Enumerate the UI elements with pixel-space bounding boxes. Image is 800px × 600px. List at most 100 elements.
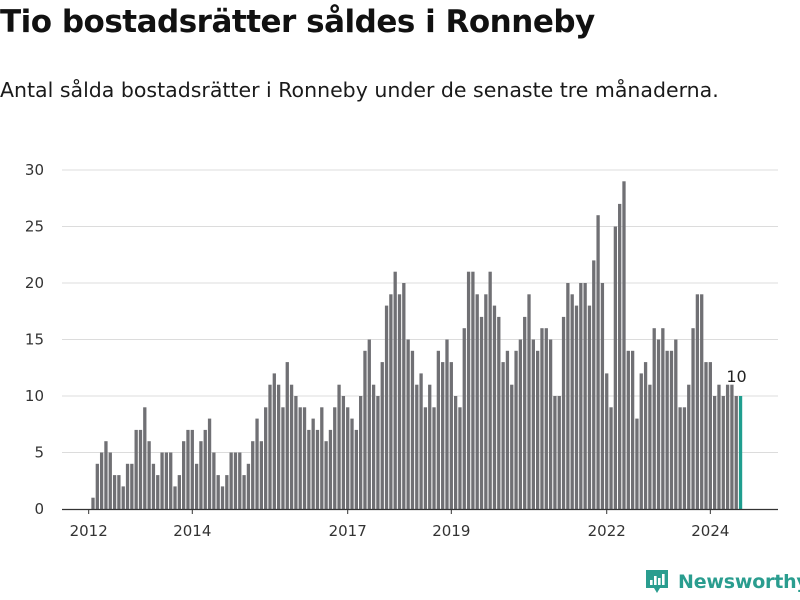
bar xyxy=(384,305,389,509)
newsworthy-logo[interactable]: Newsworthy xyxy=(644,568,800,596)
bar xyxy=(410,350,415,509)
bar xyxy=(112,475,117,509)
bar xyxy=(510,384,514,509)
bar xyxy=(333,407,337,509)
bar xyxy=(462,328,466,509)
bar xyxy=(505,350,510,509)
bar xyxy=(320,407,324,509)
bar xyxy=(177,475,181,509)
bar xyxy=(337,384,341,509)
bar xyxy=(630,350,635,509)
bar xyxy=(190,429,194,509)
bar xyxy=(717,384,721,509)
bar xyxy=(315,429,320,509)
bar xyxy=(687,384,691,509)
bar xyxy=(186,429,190,509)
bar xyxy=(130,463,134,509)
bar xyxy=(207,418,212,509)
bar xyxy=(583,283,587,509)
bar xyxy=(592,260,596,509)
bar xyxy=(665,350,669,509)
bar-chart-logo-icon xyxy=(646,570,668,593)
bar xyxy=(557,396,561,509)
bar xyxy=(721,396,725,509)
x-tick-label: 2022 xyxy=(588,522,626,540)
bar xyxy=(203,429,207,509)
bar xyxy=(194,463,199,509)
bar xyxy=(484,294,488,509)
bar xyxy=(199,441,203,509)
bar xyxy=(389,294,393,509)
bar xyxy=(471,271,475,509)
bar xyxy=(501,362,505,509)
x-tick-label: 2017 xyxy=(329,522,367,540)
bar xyxy=(380,362,384,509)
bar xyxy=(691,328,695,509)
bar xyxy=(544,328,548,509)
bar xyxy=(492,305,497,509)
bar xyxy=(523,316,527,509)
bar xyxy=(518,339,523,509)
y-tick-label: 20 xyxy=(25,274,44,292)
bar xyxy=(415,384,419,509)
bar xyxy=(488,271,492,509)
y-tick-label: 30 xyxy=(25,161,44,179)
bar xyxy=(281,407,285,509)
chart-title: Tio bostadsrätter såldes i Ronneby xyxy=(0,4,595,40)
bar xyxy=(225,475,229,509)
bar xyxy=(259,441,264,509)
chart-subtitle: Antal sålda bostadsrätter i Ronneby unde… xyxy=(0,78,719,102)
bar xyxy=(605,373,609,509)
bar xyxy=(311,418,315,509)
bar xyxy=(147,441,151,509)
bar xyxy=(376,396,380,509)
bar xyxy=(600,283,605,509)
bar xyxy=(164,452,169,509)
bar xyxy=(134,429,138,509)
bar xyxy=(466,271,471,509)
bar xyxy=(143,407,147,509)
bar xyxy=(423,407,428,509)
bar xyxy=(419,373,423,509)
bar xyxy=(294,396,298,509)
y-tick-label: 15 xyxy=(25,331,44,349)
bar xyxy=(169,452,173,509)
bar xyxy=(656,339,661,509)
bar xyxy=(125,463,130,509)
bar xyxy=(536,350,540,509)
x-tick-label: 2019 xyxy=(432,522,470,540)
bar xyxy=(95,463,99,509)
bar xyxy=(117,475,121,509)
bar-latest xyxy=(738,396,743,509)
bar xyxy=(527,294,531,509)
bar xyxy=(652,328,656,509)
bar xyxy=(402,283,406,509)
bar xyxy=(91,497,95,509)
bar xyxy=(238,452,242,509)
bar xyxy=(497,316,501,509)
bar xyxy=(324,441,328,509)
bar xyxy=(397,294,402,509)
brand-name: Newsworthy xyxy=(678,571,800,593)
bar xyxy=(104,441,108,509)
bar xyxy=(561,316,566,509)
bar xyxy=(725,384,730,509)
bar xyxy=(682,407,687,509)
bar xyxy=(622,181,626,510)
bar xyxy=(700,294,704,509)
bar xyxy=(436,350,441,509)
bar xyxy=(285,362,289,509)
bar xyxy=(704,362,708,509)
bar xyxy=(121,486,125,509)
bar xyxy=(540,328,544,509)
bar xyxy=(367,339,371,509)
bar xyxy=(156,475,160,509)
x-tick-label: 2012 xyxy=(70,522,108,540)
bar xyxy=(453,396,458,509)
bar xyxy=(587,305,592,509)
bar xyxy=(643,362,648,509)
bar xyxy=(669,350,674,509)
bar xyxy=(341,396,346,509)
y-tick-label: 5 xyxy=(34,444,44,462)
bar xyxy=(173,486,177,509)
